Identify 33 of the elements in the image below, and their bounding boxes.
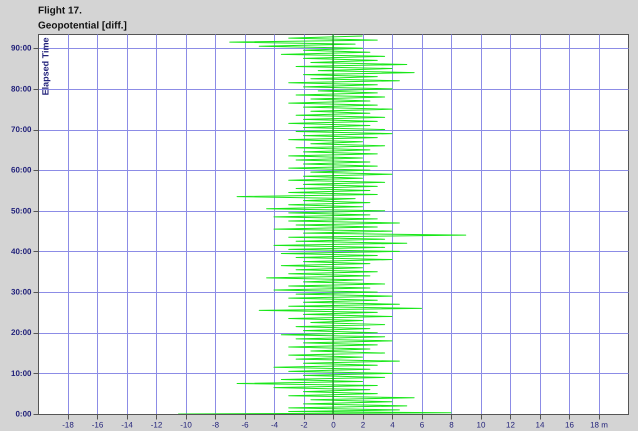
chart-title: Flight 17.	[38, 5, 82, 16]
x-tick-label: 16	[565, 420, 574, 430]
x-tick-label: 18 m	[590, 420, 608, 430]
x-tick-label: 4	[390, 420, 396, 430]
y-tick-label: 20:00	[11, 328, 32, 338]
y-tick-label: 60:00	[11, 166, 32, 175]
x-tick-label: -6	[241, 420, 250, 430]
x-tick-label: -14	[121, 420, 134, 430]
x-tick-label: 2	[360, 420, 366, 430]
x-tick-label: -10	[180, 420, 192, 430]
y-tick-label: 10:00	[11, 368, 32, 378]
x-tick-label: 10	[476, 420, 486, 430]
y-tick-label: 70:00	[11, 125, 32, 134]
y-tick-label: 80:00	[11, 84, 32, 94]
line-series	[178, 36, 466, 414]
x-tick-label: 0	[331, 420, 336, 430]
x-tick-label: 12	[506, 420, 516, 430]
x-tick-label: -8	[212, 420, 220, 430]
x-tick-label: -16	[92, 420, 104, 430]
y-tick-label: 50:00	[11, 206, 32, 216]
x-tick-label: -2	[300, 420, 308, 430]
y-tick-label: 40:00	[11, 246, 32, 256]
y-tick-label: 30:00	[11, 288, 32, 297]
y-axis-title: Elapsed Time	[40, 38, 50, 96]
x-tick-label: -4	[270, 420, 279, 430]
y-tick-label: 90:00	[11, 44, 32, 53]
x-tick-label: 6	[420, 420, 425, 430]
x-tick-label: -18	[62, 420, 74, 430]
x-tick-label: 14	[536, 420, 545, 430]
x-tick-label: -12	[150, 420, 163, 430]
x-tick-label: 8	[449, 420, 454, 430]
chart-subtitle: Geopotential [diff.]	[38, 20, 127, 32]
y-tick-label: 0:00	[15, 410, 32, 418]
